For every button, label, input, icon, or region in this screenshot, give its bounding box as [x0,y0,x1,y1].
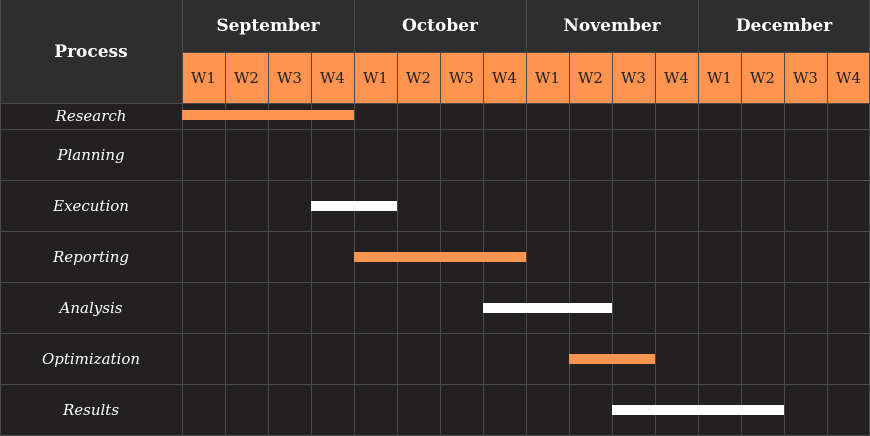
task-bar-reporting [354,252,526,262]
week-header: W3 [440,52,483,103]
week-header: W1 [698,52,741,103]
grid-left-edge [0,0,1,436]
grid-vertical-line [182,0,183,436]
grid-vertical-line [827,52,828,436]
week-header: W3 [612,52,655,103]
grid-horizontal-line [0,231,870,232]
grid-vertical-line [225,52,226,436]
task-bar-optimization [569,354,655,364]
month-header-november: November [526,0,698,52]
task-bar-analysis [483,303,612,313]
week-header: W2 [225,52,268,103]
task-bar-execution [311,201,397,211]
task-label-planning: Planning [0,129,182,180]
week-header: W1 [526,52,569,103]
grid-vertical-line [569,52,570,436]
process-column-header: Process [0,0,182,103]
week-header: W2 [397,52,440,103]
week-header: W3 [784,52,827,103]
grid-vertical-line [526,0,527,436]
grid-vertical-line [698,0,699,436]
week-header: W1 [182,52,225,103]
week-header: W3 [268,52,311,103]
week-header: W4 [311,52,354,103]
task-label-analysis: Analysis [0,282,182,333]
grid-vertical-line [311,52,312,436]
grid-vertical-line [741,52,742,436]
grid-vertical-line [268,52,269,436]
week-header: W2 [569,52,612,103]
task-bar-results [612,405,784,415]
task-label-reporting: Reporting [0,231,182,282]
week-header: W2 [741,52,784,103]
month-header-september: September [182,0,354,52]
grid-horizontal-line [0,180,870,181]
grid-vertical-line [440,52,441,436]
grid-horizontal-line [0,129,870,130]
task-label-results: Results [0,384,182,436]
task-label-optimization: Optimization [0,333,182,384]
week-header: W4 [655,52,698,103]
grid-horizontal-line [0,103,870,104]
grid-horizontal-line [182,52,870,53]
grid-vertical-line [397,52,398,436]
task-bar-research [182,110,354,120]
grid-vertical-line [784,52,785,436]
grid-horizontal-line [0,333,870,334]
week-header: W4 [483,52,526,103]
task-label-research: Research [0,103,182,129]
week-header: W4 [827,52,870,103]
week-header: W1 [354,52,397,103]
grid-vertical-line [612,52,613,436]
grid-vertical-line [483,52,484,436]
grid-horizontal-line [0,384,870,385]
task-label-execution: Execution [0,180,182,231]
grid-vertical-line [655,52,656,436]
month-header-december: December [698,0,870,52]
grid-vertical-line [354,0,355,436]
grid-horizontal-line [0,282,870,283]
month-header-october: October [354,0,526,52]
